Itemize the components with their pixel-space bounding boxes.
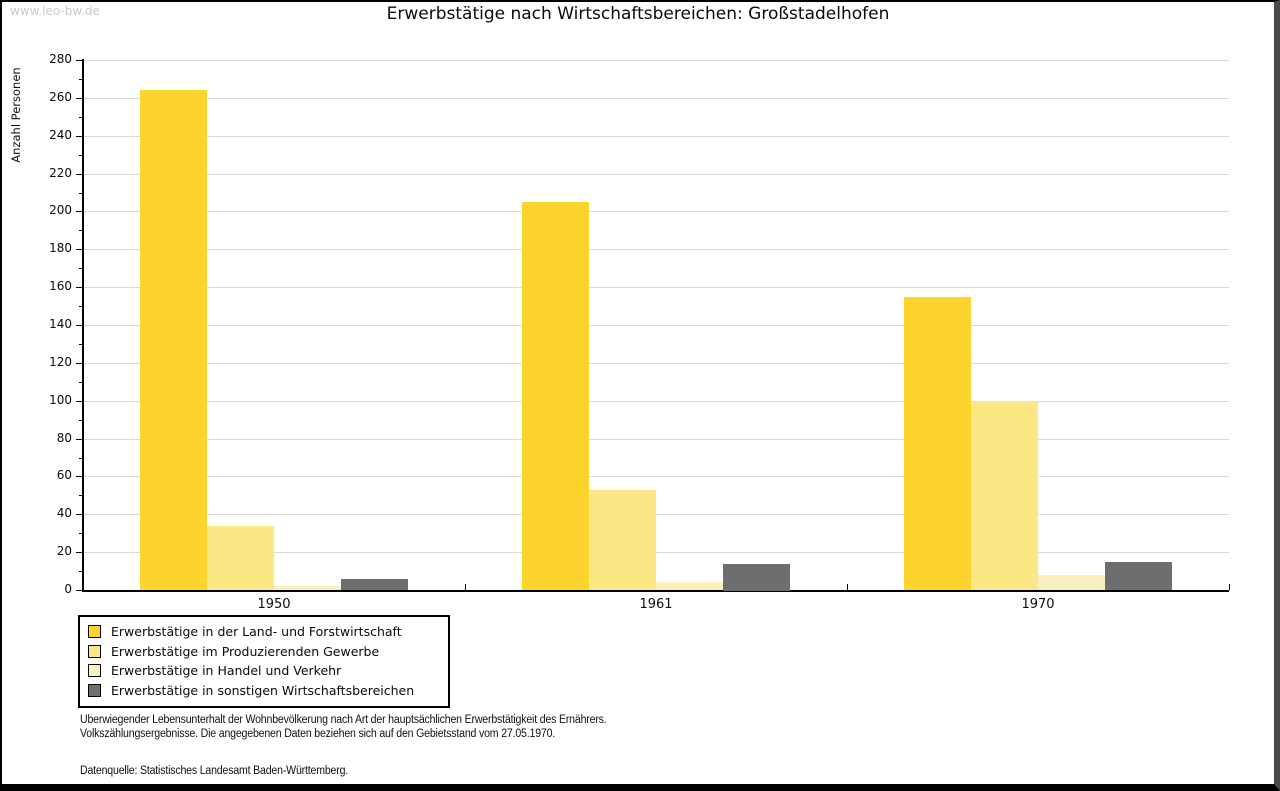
- bar-1950-series-2: [207, 526, 274, 590]
- gridline-200: [83, 211, 1229, 212]
- y-minor-tick-250: [79, 117, 83, 118]
- gridline-140: [83, 325, 1229, 326]
- x-boundary-tick-1: [465, 584, 466, 590]
- y-major-tick-100: [76, 401, 83, 402]
- page-title: Erwerbstätige nach Wirtschaftsbereichen:…: [386, 4, 890, 24]
- y-minor-tick-210: [79, 193, 83, 194]
- legend-color-swatch: [88, 664, 101, 678]
- y-minor-tick-270: [79, 79, 83, 80]
- bar-1950-series-1: [140, 90, 207, 590]
- bar-1970-series-4: [1105, 562, 1172, 590]
- y-minor-tick-170: [79, 268, 83, 269]
- bar-1961-series-3: [656, 582, 723, 590]
- gridline-80: [83, 439, 1229, 440]
- legend-item-label: Erwerbstätige in Handel und Verkehr: [111, 663, 342, 679]
- gridline-160: [83, 287, 1229, 288]
- y-minor-tick-30: [79, 533, 83, 534]
- y-tick-label-220: 220: [49, 166, 72, 180]
- y-tick-label-40: 40: [56, 506, 72, 520]
- legend-item-2: Erwerbstätige im Produzierenden Gewerbe: [88, 642, 440, 662]
- legend-color-swatch: [88, 625, 101, 639]
- data-source-line: Datenquelle: Statistisches Landesamt Bad…: [80, 765, 349, 777]
- bar-1970-series-1: [904, 297, 971, 590]
- y-axis-line: [82, 59, 84, 591]
- y-tick-label-20: 20: [56, 544, 72, 558]
- y-tick-label-140: 140: [49, 317, 72, 331]
- watermark: www.leo-bw.de: [10, 4, 100, 18]
- y-major-tick-240: [76, 136, 83, 137]
- y-minor-tick-70: [79, 458, 83, 459]
- x-category-label-1970: 1970: [1021, 597, 1055, 612]
- y-major-tick-0: [76, 590, 83, 591]
- x-category-label-1961: 1961: [639, 597, 673, 612]
- gridline-220: [83, 174, 1229, 175]
- y-major-tick-200: [76, 211, 83, 212]
- y-major-tick-120: [76, 363, 83, 364]
- y-major-tick-40: [76, 514, 83, 515]
- y-minor-tick-190: [79, 230, 83, 231]
- y-minor-tick-230: [79, 155, 83, 156]
- legend: Erwerbstätige in der Land- und Forstwirt…: [78, 615, 450, 708]
- y-tick-label-260: 260: [49, 90, 72, 104]
- bar-1961-series-2: [589, 490, 656, 590]
- y-tick-label-120: 120: [49, 355, 72, 369]
- footnote-block: Überwiegender Lebensunterhalt der Wohnbe…: [80, 713, 607, 778]
- gridline-40: [83, 514, 1229, 515]
- y-tick-label-80: 80: [56, 431, 72, 445]
- bar-1961-series-1: [522, 202, 589, 590]
- y-tick-label-240: 240: [49, 128, 72, 142]
- y-minor-tick-150: [79, 306, 83, 307]
- y-minor-tick-90: [79, 420, 83, 421]
- x-boundary-tick-2: [847, 584, 848, 590]
- y-major-tick-20: [76, 552, 83, 553]
- legend-item-1: Erwerbstätige in der Land- und Forstwirt…: [88, 622, 440, 642]
- gridline-60: [83, 476, 1229, 477]
- bar-1961-series-4: [723, 564, 790, 591]
- x-boundary-tick-3: [1229, 584, 1230, 590]
- legend-item-4: Erwerbstätige in sonstigen Wirtschaftsbe…: [88, 681, 440, 701]
- y-minor-tick-10: [79, 571, 83, 572]
- bar-1950-series-4: [341, 579, 408, 590]
- gridline-20: [83, 552, 1229, 553]
- legend-item-label: Erwerbstätige in der Land- und Forstwirt…: [111, 624, 402, 640]
- bar-1970-series-3: [1038, 575, 1105, 590]
- y-minor-tick-130: [79, 344, 83, 345]
- footnote-line-1: Überwiegender Lebensunterhalt der Wohnbe…: [80, 714, 607, 726]
- gridline-100: [83, 401, 1229, 402]
- y-minor-tick-50: [79, 495, 83, 496]
- y-tick-label-0: 0: [64, 582, 72, 596]
- y-major-tick-180: [76, 249, 83, 250]
- gridline-180: [83, 249, 1229, 250]
- bar-1970-series-2: [971, 401, 1038, 590]
- y-major-tick-220: [76, 174, 83, 175]
- y-major-tick-140: [76, 325, 83, 326]
- y-tick-label-280: 280: [49, 52, 72, 66]
- y-major-tick-160: [76, 287, 83, 288]
- x-axis-line: [82, 590, 1229, 592]
- y-minor-tick-110: [79, 382, 83, 383]
- y-major-tick-280: [76, 60, 83, 61]
- legend-color-swatch: [88, 683, 101, 697]
- legend-item-3: Erwerbstätige in Handel und Verkehr: [88, 661, 440, 681]
- bar-1950-series-3: [274, 586, 341, 590]
- y-tick-label-160: 160: [49, 279, 72, 293]
- y-major-tick-60: [76, 476, 83, 477]
- y-tick-label-200: 200: [49, 203, 72, 217]
- gridline-260: [83, 98, 1229, 99]
- footnote-line-2: Volkszählungsergebnisse. Die angegebenen…: [80, 728, 556, 740]
- legend-color-swatch: [88, 644, 101, 658]
- y-tick-label-100: 100: [49, 393, 72, 407]
- legend-item-label: Erwerbstätige im Produzierenden Gewerbe: [111, 643, 380, 659]
- y-tick-label-180: 180: [49, 241, 72, 255]
- gridline-280: [83, 60, 1229, 61]
- x-category-label-1950: 1950: [257, 597, 291, 612]
- gridline-240: [83, 136, 1229, 137]
- y-major-tick-80: [76, 439, 83, 440]
- legend-item-label: Erwerbstätige in sonstigen Wirtschaftsbe…: [111, 682, 415, 698]
- y-major-tick-260: [76, 98, 83, 99]
- y-tick-label-60: 60: [56, 468, 72, 482]
- gridline-120: [83, 363, 1229, 364]
